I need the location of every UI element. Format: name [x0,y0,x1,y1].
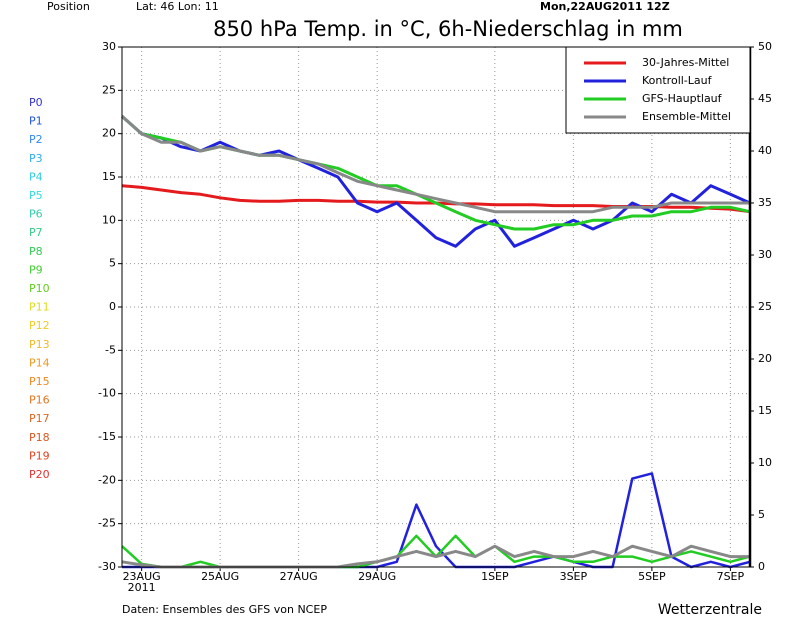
series-line [121,544,750,569]
member-label: P5 [29,189,43,202]
y-tick-label: 5 [109,257,116,270]
y2-tick-label: 15 [758,404,772,417]
series-line [121,115,750,214]
member-label: P15 [29,375,50,388]
y2-tick-label: 40 [758,144,772,157]
member-label: P7 [29,226,43,239]
y2-tick-label: 35 [758,196,772,209]
member-label: P19 [29,449,50,462]
y2-tick-label: 30 [758,248,772,261]
member-label: P3 [29,152,43,165]
legend-label: Kontroll-Lauf [642,74,713,87]
member-label: P18 [29,431,50,444]
legend-label: GFS-Hauptlauf [642,92,723,105]
series-line [121,115,751,248]
member-label: P13 [29,338,50,351]
y-tick-label: -30 [98,560,116,573]
x-tick-label: 25AUG [201,570,239,583]
member-label: P8 [29,245,43,258]
location: Lat: 46 Lon: 11 [136,0,219,13]
member-label: P10 [29,282,50,295]
member-label: P4 [29,170,43,183]
y2-tick-label: 45 [758,92,772,105]
y2-tick-label: 0 [758,560,765,573]
footer-right: Wetterzentrale [658,602,762,618]
run: Mon,22AUG2011 12Z [540,0,670,13]
x-tick-label: 7SEP [717,570,745,583]
y-tick-label: 10 [102,213,116,226]
y-tick-label: -5 [105,343,116,356]
member-label: P16 [29,394,50,407]
y-tick-label: 25 [102,83,116,96]
y-tick-label: -15 [98,430,116,443]
y-tick-label: -20 [98,473,116,486]
member-label: P14 [29,356,50,369]
chart-title: 850 hPa Temp. in °C, 6h-Niederschlag in … [213,17,683,41]
legend-label: Ensemble-Mittel [642,110,731,123]
member-label: P0 [29,96,43,109]
position-label: Position [47,0,90,13]
y2-tick-label: 50 [758,40,772,53]
x-tick-label: 5SEP [638,570,666,583]
member-label: P17 [29,412,50,425]
member-label: P9 [29,263,43,276]
x-tick-label: 23AUG [123,570,161,583]
y2-tick-label: 10 [758,456,772,469]
y-tick-label: -25 [98,517,116,530]
member-label: P11 [29,301,50,314]
x-year: 2011 [128,581,156,594]
x-tick-label: 29AUG [358,570,396,583]
legend-box [565,46,751,134]
y-tick-label: -10 [98,387,116,400]
legend-label: 30-Jahres-Mittel [642,56,729,69]
footer-left: Daten: Ensembles des GFS von NCEP [122,603,327,616]
member-label: P20 [29,468,50,481]
y-tick-label: 20 [102,127,116,140]
y2-tick-label: 25 [758,300,772,313]
member-label: P1 [29,115,43,128]
member-label: P6 [29,208,43,221]
x-tick-label: 3SEP [560,570,588,583]
y-tick-label: 0 [109,300,116,313]
member-label: P12 [29,319,50,332]
member-label: P2 [29,133,43,146]
y2-tick-label: 5 [758,508,765,521]
y2-tick-label: 20 [758,352,772,365]
y-tick-label: 15 [102,170,116,183]
y-tick-label: 30 [102,40,116,53]
x-tick-label: 1SEP [481,570,509,583]
x-tick-label: 27AUG [280,570,318,583]
